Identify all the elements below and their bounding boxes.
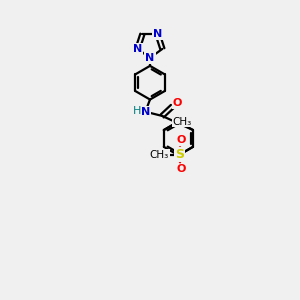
Text: N: N xyxy=(133,44,142,54)
Text: O: O xyxy=(176,164,185,175)
Text: N: N xyxy=(146,53,154,63)
Text: O: O xyxy=(173,98,182,108)
Text: N: N xyxy=(153,29,162,39)
Text: S: S xyxy=(175,148,184,161)
Text: CH₃: CH₃ xyxy=(150,150,169,160)
Text: N: N xyxy=(141,107,150,117)
Text: H: H xyxy=(133,106,142,116)
Text: CH₃: CH₃ xyxy=(173,117,192,127)
Text: O: O xyxy=(176,135,185,145)
